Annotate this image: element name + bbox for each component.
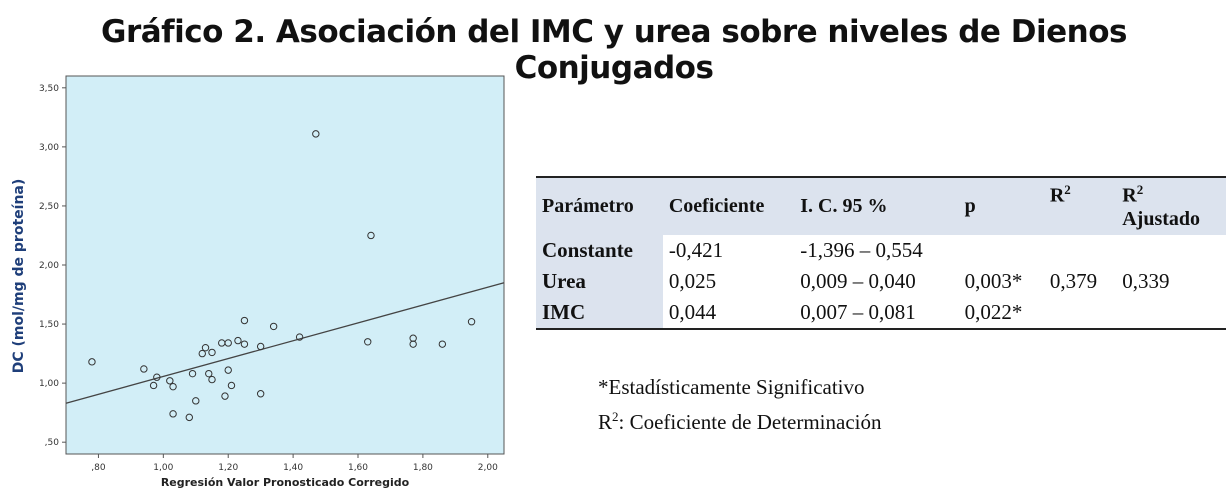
- row-coef: -0,421: [668, 237, 724, 262]
- data-point: [149, 381, 158, 390]
- scatter-chart: ,50 1,00 1,50 2,00 2,50 3,00 3,50 ,80 1,00 1,20 1…: [11, 75, 505, 489]
- notes: *Estadísticamente Significativo R2: Coef…: [598, 372, 882, 437]
- note-r2: R2: Coeficiente de Determinación: [598, 402, 882, 437]
- data-point: [224, 339, 232, 347]
- x-tick-label: 1,60: [348, 463, 368, 473]
- row-coef: 0,044: [668, 299, 717, 324]
- data-point: [256, 390, 265, 398]
- note-r2-text: : Coeficiente de Determinación: [618, 410, 882, 434]
- data-point: [153, 373, 161, 381]
- table-row: Constante -0,421 -1,396 – 0,554: [536, 234, 1226, 266]
- data-point: [169, 410, 177, 418]
- data-point: [312, 130, 320, 138]
- data-point: [224, 366, 232, 374]
- row-r2adj: [1116, 297, 1226, 329]
- data-point: [192, 397, 200, 405]
- data-point: [227, 381, 236, 390]
- row-p: [959, 235, 1044, 266]
- regression-table-wrap: Parámetro Coeficiente I. C. 95 % p R2 R2…: [536, 176, 1226, 330]
- row-param: Constante: [536, 234, 663, 266]
- header-r2adj-sup: 2: [1136, 182, 1144, 197]
- regression-table: Parámetro Coeficiente I. C. 95 % p R2 R2…: [536, 176, 1226, 330]
- plot-area: [65, 75, 505, 455]
- x-axis: ,80 1,00 1,20 1,40 1,60 1,80 2,00: [91, 454, 498, 473]
- data-point: [269, 322, 278, 331]
- header-r2: R2: [1043, 177, 1117, 235]
- header-parametro: Parámetro: [536, 177, 663, 235]
- row-r2: [1044, 235, 1116, 266]
- page-title: Gráfico 2. Asociación del IMC y urea sob…: [101, 14, 1127, 86]
- row-param: IMC: [536, 296, 663, 329]
- table-row: Urea 0,025 0,009 – 0,040 0,003* 0,379 0,…: [536, 265, 1226, 297]
- table-header-row: Parámetro Coeficiente I. C. 95 % p R2 R2…: [536, 177, 1226, 235]
- y-tick-label: 1,00: [39, 379, 59, 389]
- x-tick-label: 1,00: [153, 463, 173, 473]
- data-point: [409, 334, 417, 342]
- y-tick-label: 2,00: [39, 261, 59, 271]
- data-point: [166, 377, 174, 385]
- data-point: [240, 316, 249, 325]
- data-point: [198, 349, 206, 358]
- y-tick-label: 2,50: [39, 202, 59, 212]
- y-tick-label: ,50: [45, 438, 60, 448]
- row-r2: [1044, 297, 1116, 329]
- row-param: Urea: [536, 265, 663, 297]
- data-point: [438, 340, 447, 348]
- data-point: [205, 369, 213, 378]
- x-tick-label: 1,40: [283, 463, 303, 473]
- y-axis-label: DC (mol/mg de proteína): [11, 179, 27, 374]
- y-tick-label: 3,00: [39, 143, 59, 153]
- data-point: [467, 318, 476, 326]
- note-significance: *Estadísticamente Significativo: [598, 375, 865, 399]
- header-r2-letter: R: [1049, 184, 1065, 207]
- header-r2-sup: 2: [1064, 182, 1071, 197]
- data-point: [188, 369, 197, 378]
- fit-line-group: [65, 282, 505, 404]
- y-tick-label: 1,50: [39, 320, 59, 330]
- row-p: 0,022*: [964, 299, 1023, 324]
- points-group: [88, 130, 476, 422]
- data-point: [208, 375, 216, 384]
- data-point: [185, 413, 193, 422]
- note-r2-sup: 2: [612, 409, 619, 424]
- header-r2-ajustado: R2 Ajustado: [1116, 177, 1226, 235]
- data-point: [208, 348, 216, 357]
- x-axis-label: Regresión Valor Pronosticado Corregido: [161, 476, 410, 489]
- x-tick-label: 1,80: [413, 463, 433, 473]
- data-point: [140, 365, 148, 373]
- header-p: p: [958, 177, 1044, 235]
- data-point: [169, 382, 177, 391]
- row-ic: 0,009 – 0,040: [800, 268, 916, 293]
- y-axis: ,50 1,00 1,50 2,00 2,50 3,00 3,50: [39, 84, 66, 448]
- table-row: IMC 0,044 0,007 – 0,081 0,022*: [536, 296, 1226, 329]
- data-point: [256, 342, 265, 351]
- data-point: [295, 333, 304, 341]
- data-point: [221, 392, 229, 400]
- data-point: [234, 336, 242, 345]
- fit-line: [65, 282, 505, 404]
- data-point: [201, 343, 210, 352]
- x-tick-label: ,80: [91, 463, 106, 473]
- row-p: 0,003*: [964, 268, 1023, 293]
- x-tick-label: 2,00: [478, 463, 498, 473]
- header-r2adj-letter: R: [1122, 184, 1137, 207]
- row-r2: 0,379: [1049, 268, 1098, 293]
- row-r2adj: 0,339: [1122, 268, 1170, 293]
- header-ic: I. C. 95 %: [794, 177, 959, 235]
- row-r2adj: [1116, 235, 1226, 266]
- row-ic: -1,396 – 0,554: [800, 237, 923, 262]
- x-tick-label: 1,20: [218, 463, 238, 473]
- y-tick-label: 3,50: [39, 84, 59, 94]
- row-ic: 0,007 – 0,081: [800, 299, 916, 324]
- header-coeficiente: Coeficiente: [662, 177, 795, 235]
- data-point: [88, 358, 96, 366]
- data-point: [364, 338, 372, 346]
- header-ajustado: Ajustado: [1122, 207, 1201, 230]
- row-coef: 0,025: [668, 268, 717, 293]
- data-point: [367, 231, 375, 240]
- note-r2-letter: R: [598, 410, 613, 434]
- data-point: [240, 340, 249, 348]
